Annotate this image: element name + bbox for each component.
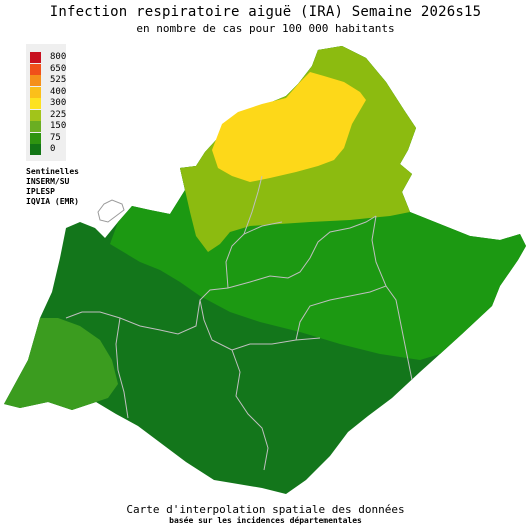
legend-item: 150 bbox=[30, 121, 66, 132]
legend-label: 150 bbox=[50, 121, 67, 131]
legend-item: 525 bbox=[30, 75, 66, 86]
legend-swatch bbox=[30, 63, 41, 75]
legend-item: 75 bbox=[30, 132, 66, 144]
legend-item: 300 bbox=[30, 98, 66, 109]
legend-swatch bbox=[30, 98, 41, 109]
legend-label: 525 bbox=[50, 75, 67, 85]
legend-swatch bbox=[30, 121, 41, 132]
map-title: Infection respiratoire aiguë (IRA) Semai… bbox=[49, 4, 482, 20]
source-iqvia: IQVIA (EMR) bbox=[26, 197, 79, 206]
department-borders bbox=[65, 175, 413, 471]
legend-swatch bbox=[30, 86, 41, 98]
data-sources: Sentinelles INSERM/SU IPLESP IQVIA (EMR) bbox=[26, 167, 79, 207]
legend-swatch bbox=[30, 75, 41, 86]
legend-label: 400 bbox=[50, 86, 67, 97]
color-scale-legend: 800 650 525 400 300 225 150 75 0 bbox=[26, 44, 66, 161]
legend-item: 800 bbox=[30, 52, 66, 63]
legend-label: 225 bbox=[50, 109, 67, 120]
map-subtitle: en nombre de cas pour 100 000 habitants bbox=[136, 22, 395, 35]
legend-label: 800 bbox=[50, 52, 67, 62]
legend-label: 75 bbox=[50, 132, 61, 143]
source-iplesp: IPLESP bbox=[26, 187, 55, 196]
source-sentinelles: Sentinelles bbox=[26, 167, 79, 176]
enclave-outline bbox=[97, 199, 125, 223]
legend-label: 0 bbox=[50, 144, 56, 154]
legend-item: 0 bbox=[30, 144, 66, 155]
legend-label: 300 bbox=[50, 98, 67, 108]
legend-label: 650 bbox=[50, 63, 67, 74]
legend-swatch bbox=[30, 144, 41, 155]
legend-item: 650 bbox=[30, 63, 67, 75]
legend-swatch bbox=[30, 109, 41, 121]
legend-item: 225 bbox=[30, 109, 67, 121]
legend-swatch bbox=[30, 132, 41, 144]
footer-subcaption: basée sur les incidences départementales bbox=[169, 516, 362, 525]
footer-caption: Carte d'interpolation spatiale des donné… bbox=[126, 503, 405, 516]
legend-item: 400 bbox=[30, 86, 67, 98]
region-yellow bbox=[212, 72, 366, 182]
legend-swatch bbox=[30, 52, 41, 63]
region-bright-green bbox=[4, 318, 118, 410]
source-inserm: INSERM/SU bbox=[26, 177, 70, 186]
